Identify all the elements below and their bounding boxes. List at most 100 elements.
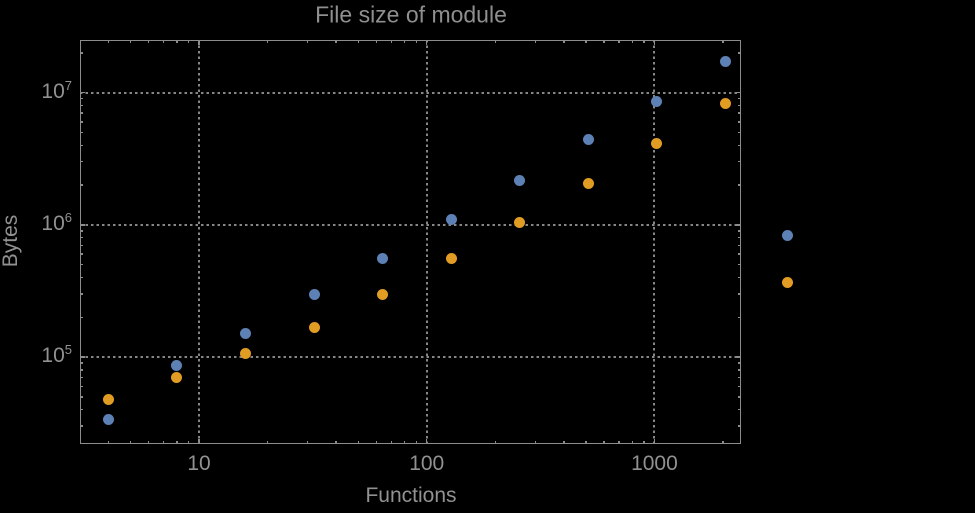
chart-title: File size of module [315,1,507,28]
x-gridline [198,40,201,444]
x-tick [107,441,110,444]
y-tick [80,131,83,134]
y-tick-right [738,184,741,186]
x-tick [426,439,428,444]
y-gridline [80,223,741,226]
y-tick-right [738,263,741,266]
data-point-series-orange [240,347,252,359]
x-tick-top [585,40,587,43]
x-tick [390,441,393,444]
y-tick [80,293,83,295]
x-tick-top [653,40,656,45]
y-tick [80,184,83,186]
data-point-series-blue [102,413,114,425]
x-tick-top [375,40,377,43]
y-tick [80,104,83,107]
x-tick-top [107,40,110,43]
data-point-series-orange [782,277,794,289]
y-tick [80,376,83,379]
y-tick [80,161,83,163]
x-tick [403,441,406,444]
data-point-series-orange [102,393,114,405]
y-tick [80,385,83,388]
x-tick-top [563,40,565,43]
x-tick-top [631,40,634,43]
x-tick-top [643,40,645,43]
x-tick-top [403,40,406,43]
data-point-series-orange [377,289,389,301]
y-tick [80,362,83,364]
x-tick-top [390,40,393,43]
x-tick [129,441,132,444]
y-tick-exponent: 5 [64,342,72,358]
x-tick [563,441,565,444]
y-tick-right [738,276,741,279]
data-point-series-orange [445,252,457,264]
y-tick [80,112,83,114]
x-tick-label: 100 [409,452,445,475]
y-tick-right [738,244,741,246]
x-gridline [653,40,656,444]
data-point-series-orange [514,217,526,229]
data-point-series-orange [651,137,663,149]
x-tick-top [129,40,132,43]
x-tick-top [176,40,178,43]
x-tick [306,441,309,444]
y-tick-right [736,224,741,226]
plot-area: 10 100 1000 105 106 107 [41,40,794,475]
y-tick-right [738,408,741,411]
x-tick [653,439,656,444]
y-tick-right [736,356,741,358]
data-point-series-orange [582,177,594,189]
x-tick [147,441,150,444]
x-tick-label: 1000 [631,452,678,475]
y-tick-right [738,97,741,100]
y-tick [80,144,83,146]
x-tick-top [163,40,165,43]
y-tick [80,121,83,123]
y-tick-right [738,385,741,388]
x-tick-top [415,40,417,43]
y-tick-mantissa: 10 [41,79,65,103]
data-point-series-blue [582,134,594,146]
y-tick-mantissa: 10 [41,211,65,235]
y-tick-right [738,253,741,255]
x-tick [375,441,377,444]
y-tick [80,236,83,239]
y-tick-right [738,362,741,364]
data-point-series-blue [719,55,731,67]
data-point-series-blue [377,252,389,264]
x-tick [585,441,587,444]
y-tick [80,97,83,100]
y-tick [80,52,83,54]
y-tick-right [738,230,741,232]
data-point-series-blue [308,289,320,301]
y-tick-label: 106 [0,210,72,236]
x-tick [643,441,645,444]
y-tick [80,263,83,266]
y-tick-right [738,369,741,371]
x-tick [266,441,269,444]
x-tick [722,441,724,444]
x-tick-top [357,40,359,43]
x-tick [335,441,337,444]
x-tick-top [198,40,200,45]
y-tick-right [738,396,741,398]
x-tick [415,441,417,444]
x-tick [631,441,634,444]
y-tick [80,408,83,411]
data-point-series-blue [240,327,252,339]
y-axis-label: Bytes [0,214,22,268]
x-tick-top [603,40,605,43]
x-tick [176,441,178,444]
x-tick [618,441,620,444]
y-tick-right [738,236,741,239]
x-tick-label: 10 [187,452,211,475]
y-tick-right [738,316,741,318]
y-tick-right [738,131,741,134]
x-tick-top [494,40,496,43]
y-tick-right [738,293,741,295]
data-point-series-orange [308,321,320,333]
y-tick-label: 105 [0,342,72,368]
